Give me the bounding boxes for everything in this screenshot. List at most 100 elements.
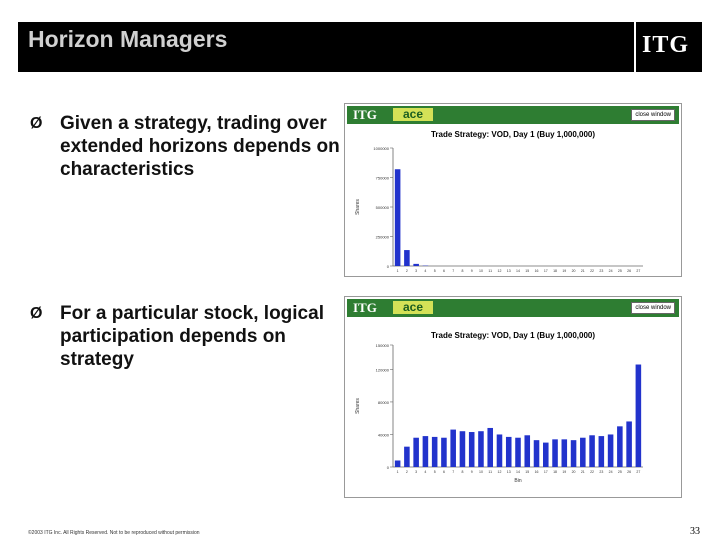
x-tick-label: 7 xyxy=(452,470,454,474)
x-tick-label: 25 xyxy=(618,470,622,474)
x-tick-label: 16 xyxy=(535,269,539,273)
x-tick-label: 26 xyxy=(627,470,631,474)
x-tick-label: 10 xyxy=(479,470,483,474)
x-axis-label: Bin xyxy=(514,478,521,484)
x-tick-label: 3 xyxy=(415,269,417,273)
x-tick-label: 23 xyxy=(599,470,603,474)
x-tick-label: 17 xyxy=(544,470,548,474)
window-toolbar: ITG ace close window xyxy=(347,106,679,124)
bar xyxy=(487,427,493,467)
y-tick-label: 150000 xyxy=(376,343,390,348)
y-tick-label: 250000 xyxy=(376,235,390,240)
x-tick-label: 19 xyxy=(562,269,566,273)
x-tick-label: 9 xyxy=(471,470,473,474)
x-tick-label: 11 xyxy=(488,269,492,273)
x-tick-label: 16 xyxy=(535,470,539,474)
close-window-button[interactable]: close window xyxy=(631,109,675,121)
bar xyxy=(515,437,521,467)
bar xyxy=(394,169,401,266)
bar xyxy=(459,431,466,467)
x-tick-label: 27 xyxy=(636,470,640,474)
bar xyxy=(394,460,401,467)
bar xyxy=(617,426,623,467)
y-tick-label: 0 xyxy=(387,264,390,269)
x-tick-label: 14 xyxy=(516,470,520,474)
x-tick-label: 24 xyxy=(609,470,613,474)
page-number: 33 xyxy=(690,526,700,537)
bar xyxy=(496,434,503,467)
y-axis-label: Shares xyxy=(355,398,361,414)
y-tick-label: 80000 xyxy=(378,400,390,405)
x-tick-label: 24 xyxy=(609,269,613,273)
bar xyxy=(422,436,429,467)
x-tick-label: 2 xyxy=(406,269,408,273)
bar xyxy=(570,440,577,467)
x-tick-label: 12 xyxy=(498,269,502,273)
x-tick-label: 18 xyxy=(553,269,557,273)
y-tick-label: 0 xyxy=(387,465,390,470)
x-tick-label: 21 xyxy=(581,269,585,273)
x-tick-label: 6 xyxy=(443,470,445,474)
x-tick-label: 20 xyxy=(572,470,576,474)
bar xyxy=(404,446,410,467)
bullet-text: For a particular stock, logical particip… xyxy=(60,303,324,370)
x-tick-label: 6 xyxy=(443,269,445,273)
bar xyxy=(478,431,484,467)
x-tick-label: 15 xyxy=(525,470,529,474)
y-axis-label: Shares xyxy=(355,199,361,215)
bar xyxy=(524,435,531,467)
bar xyxy=(468,432,475,467)
x-tick-label: 3 xyxy=(415,470,417,474)
x-tick-label: 23 xyxy=(599,269,603,273)
x-tick-label: 7 xyxy=(452,269,454,273)
bullet-text: Given a strategy, trading over extended … xyxy=(60,113,340,180)
x-tick-label: 5 xyxy=(434,470,436,474)
ace-product-logo: ace xyxy=(393,108,433,121)
x-tick-label: 1 xyxy=(397,470,399,474)
x-tick-label: 9 xyxy=(471,269,473,273)
bar xyxy=(505,436,512,467)
chart-title: Trade Strategy: VOD, Day 1 (Buy 1,000,00… xyxy=(430,331,596,340)
x-tick-label: 11 xyxy=(488,470,492,474)
bar xyxy=(580,437,586,467)
y-tick-label: 500000 xyxy=(376,205,390,210)
x-tick-label: 8 xyxy=(461,269,463,273)
x-tick-label: 1 xyxy=(397,269,399,273)
arrow-bullet-icon: Ø xyxy=(30,305,43,322)
y-tick-label: 40000 xyxy=(378,432,390,437)
arrow-bullet-icon: Ø xyxy=(30,115,43,132)
x-tick-label: 27 xyxy=(636,269,640,273)
bar xyxy=(441,437,447,467)
chart-window-2: ITG ace close window Trade Strategy: VOD… xyxy=(344,296,682,498)
bar xyxy=(450,429,456,467)
x-tick-label: 26 xyxy=(627,269,631,273)
x-tick-label: 21 xyxy=(581,470,585,474)
x-tick-label: 22 xyxy=(590,269,594,273)
ace-product-logo: ace xyxy=(393,301,433,314)
x-tick-label: 13 xyxy=(507,269,511,273)
bar xyxy=(561,439,568,467)
bar xyxy=(543,442,549,467)
x-tick-label: 4 xyxy=(424,470,426,474)
x-tick-label: 8 xyxy=(461,470,463,474)
x-tick-label: 2 xyxy=(406,470,408,474)
bar xyxy=(598,436,605,467)
bar xyxy=(413,437,419,467)
x-tick-label: 5 xyxy=(434,269,436,273)
bar xyxy=(607,434,614,467)
y-tick-label: 750000 xyxy=(376,176,390,181)
x-tick-label: 13 xyxy=(507,470,511,474)
y-tick-label: 120000 xyxy=(376,367,390,372)
bar xyxy=(635,364,642,467)
x-tick-label: 19 xyxy=(562,470,566,474)
close-window-button[interactable]: close window xyxy=(631,302,675,314)
x-tick-label: 15 xyxy=(525,269,529,273)
x-tick-label: 25 xyxy=(618,269,622,273)
copyright-footer: ©2003 ITG Inc. All Rights Reserved. Not … xyxy=(28,530,200,536)
x-tick-label: 4 xyxy=(424,269,426,273)
bar xyxy=(413,263,419,266)
bar xyxy=(626,421,632,467)
x-tick-label: 22 xyxy=(590,470,594,474)
